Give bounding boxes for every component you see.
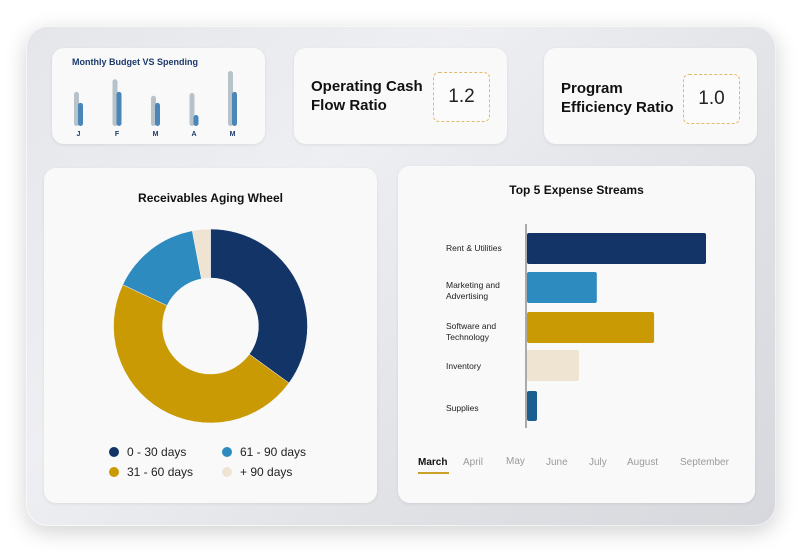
aging-donut-chart <box>113 228 308 424</box>
budget-month-label-3: A <box>191 131 196 138</box>
legend-90-plus: + 90 days <box>222 465 292 479</box>
budget-bar-1 <box>112 79 118 126</box>
program-efficiency-card: Program Efficiency Ratio 1.0 <box>544 48 757 144</box>
budget-month-label-0: J <box>77 131 81 138</box>
budget-month-label-4: M <box>230 131 236 138</box>
legend-0-30: 0 - 30 days <box>109 445 186 459</box>
expense-label-supplies: Supplies <box>446 403 479 413</box>
legend-dot-61-90 <box>222 447 232 457</box>
budget-card-title: Monthly Budget VS Spending <box>72 57 198 67</box>
legend-dot-31-60 <box>109 467 119 477</box>
budget-bar-3 <box>189 93 195 126</box>
aging-wheel-title: Receivables Aging Wheel <box>138 191 283 205</box>
spending-bar-0 <box>78 102 83 126</box>
spending-bar-2 <box>155 102 160 126</box>
operating-cash-flow-card: Operating Cash Flow Ratio 1.2 <box>294 48 507 144</box>
legend-dot-0-30 <box>109 447 119 457</box>
month-tab-june[interactable]: June <box>546 457 568 468</box>
expense-streams-title: Top 5 Expense Streams <box>509 183 644 197</box>
month-tab-march[interactable]: March <box>418 457 448 468</box>
legend-31-60: 31 - 60 days <box>109 465 193 479</box>
expense-bar-chart <box>525 224 706 428</box>
budget-month-label-2: M <box>153 131 159 138</box>
budget-vs-spending-card: Monthly Budget VS Spending J F M A M <box>52 48 265 144</box>
budget-bar-0 <box>74 91 79 126</box>
program-efficiency-label: Program Efficiency Ratio <box>561 80 674 116</box>
budget-bar-2 <box>151 95 156 126</box>
month-tab-may[interactable]: May <box>506 456 525 467</box>
spending-bar-4 <box>232 91 237 126</box>
donut-slice-1 <box>113 284 290 424</box>
active-month-underline <box>418 472 449 474</box>
expense-label-rent: Rent & Utilities <box>446 243 502 253</box>
budget-bar-4 <box>228 71 233 126</box>
donut-slice-3 <box>192 228 211 280</box>
expense-bar-3 <box>527 350 579 381</box>
legend-dot-90-plus <box>222 467 232 477</box>
donut-slice-0 <box>210 228 308 384</box>
operating-cash-flow-label: Operating Cash Flow Ratio <box>311 78 423 114</box>
expense-bar-2 <box>527 312 655 343</box>
expense-label-marketing: Marketing and Advertising <box>446 280 500 301</box>
expense-label-software: Software and Technology <box>446 321 497 342</box>
expense-label-inventory: Inventory <box>446 361 481 371</box>
spending-bar-3 <box>193 115 199 126</box>
budget-month-label-1: F <box>115 131 120 138</box>
month-tab-august[interactable]: August <box>627 457 659 468</box>
operating-cash-flow-value: 1.2 <box>433 72 490 122</box>
month-tab-april[interactable]: April <box>463 457 484 468</box>
expense-streams-card: Top 5 Expense Streams Rent & Utilities M… <box>398 166 755 503</box>
legend-61-90: 61 - 90 days <box>222 445 306 459</box>
month-tab-september[interactable]: September <box>680 457 729 468</box>
expense-bar-4 <box>527 391 537 421</box>
spending-bar-1 <box>116 91 122 126</box>
receivables-aging-card: Receivables Aging Wheel 0 - 30 days 61 -… <box>44 168 377 503</box>
month-tab-july[interactable]: July <box>589 457 607 468</box>
expense-bar-1 <box>527 272 597 303</box>
program-efficiency-value: 1.0 <box>683 74 740 124</box>
expense-bar-0 <box>527 233 706 264</box>
